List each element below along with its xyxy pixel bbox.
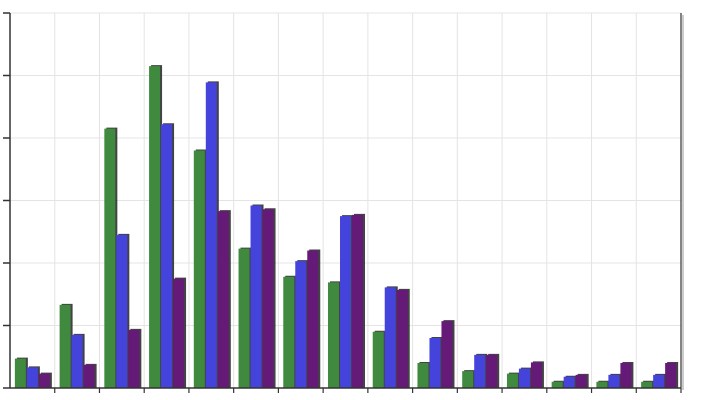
bar (653, 374, 665, 388)
bar (486, 354, 498, 388)
bar (283, 276, 295, 388)
bar (417, 363, 429, 388)
bar (372, 331, 384, 388)
bar (217, 211, 229, 388)
bar (340, 216, 351, 388)
bar (205, 82, 217, 388)
bar (104, 128, 116, 388)
bar (193, 150, 205, 388)
bar (173, 278, 185, 388)
bar (83, 364, 95, 388)
bar (14, 358, 26, 388)
bar (38, 373, 50, 388)
bar (563, 376, 575, 388)
bar (462, 371, 474, 388)
bar (26, 367, 38, 388)
bar (518, 368, 530, 388)
bar (620, 363, 632, 388)
bar (71, 334, 83, 388)
bar (551, 381, 563, 388)
bar (665, 363, 677, 388)
bar (149, 66, 161, 388)
bar (307, 250, 319, 388)
bar (641, 381, 653, 388)
bar (128, 329, 140, 388)
bar (352, 214, 363, 388)
axes (3, 12, 684, 393)
bar (429, 338, 441, 388)
bar (596, 381, 608, 388)
bar (474, 354, 486, 388)
bar (59, 304, 71, 388)
bar (250, 205, 262, 388)
bar (262, 209, 274, 388)
bars (14, 65, 679, 388)
bar (441, 321, 453, 388)
bar (530, 362, 542, 388)
bar (608, 374, 620, 388)
bar (506, 373, 518, 388)
bar (238, 248, 250, 388)
bar (396, 289, 408, 388)
bar (161, 124, 173, 388)
bar (384, 287, 396, 388)
bar (116, 234, 128, 388)
bar (328, 282, 339, 388)
bar (575, 374, 587, 388)
bar (295, 261, 307, 388)
